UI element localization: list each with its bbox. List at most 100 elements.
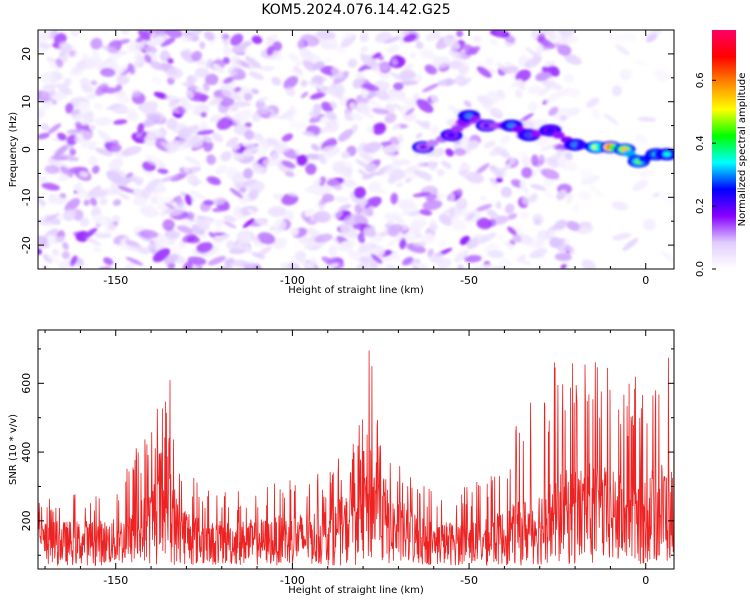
heatmap-cell: [318, 176, 326, 187]
heatmap-cell: [141, 168, 155, 178]
heatmap-cell: [206, 176, 221, 185]
heatmap-cell: [70, 108, 81, 116]
heatmap-cell: [257, 232, 276, 245]
heatmap-cell: [92, 247, 102, 253]
heatmap-cell: [309, 92, 327, 100]
heatmap-cell: [485, 56, 494, 67]
heatmap-cell: [473, 35, 482, 43]
heatmap-x-tick-label: -50: [460, 274, 478, 287]
heatmap-cell: [199, 120, 207, 125]
heatmap-cell: [525, 47, 541, 60]
heatmap-cell: [441, 160, 452, 169]
heatmap-cell: [186, 74, 198, 84]
heatmap-cell: [524, 57, 541, 69]
heatmap-cell: [499, 135, 511, 145]
heatmap-cell: [229, 248, 246, 255]
heatmap-cell: [645, 33, 658, 43]
heatmap-cell: [360, 87, 369, 99]
heatmap-cell: [300, 79, 308, 88]
heatmap-cell: [460, 137, 469, 150]
heatmap-cell: [476, 66, 492, 78]
heatmap-cell: [199, 41, 206, 50]
heatmap-cell: [57, 173, 70, 182]
heatmap-cell: [251, 35, 263, 44]
heatmap-cell: [541, 66, 550, 73]
heatmap-cell: [455, 188, 463, 196]
heatmap-cell: [239, 186, 247, 194]
heatmap-cell: [49, 75, 58, 85]
heatmap-cell: [305, 259, 317, 269]
heatmap-cell: [523, 120, 535, 132]
heatmap-cell: [453, 148, 466, 156]
heatmap-cell: [271, 76, 282, 86]
heatmap-cell: [65, 102, 74, 114]
heatmap-cell: [367, 186, 388, 194]
heatmap-cell: [242, 218, 255, 228]
heatmap-cell: [396, 182, 404, 188]
heatmap-cell: [339, 224, 358, 239]
heatmap-cell: [494, 145, 509, 157]
heatmap-cell: [425, 193, 438, 201]
heatmap-cell: [88, 124, 96, 132]
heatmap-cell: [400, 80, 419, 86]
heatmap-cell: [213, 197, 226, 206]
heatmap-cell: [297, 39, 306, 50]
heatmap-cell: [343, 213, 362, 226]
heatmap-cell: [251, 236, 261, 243]
heatmap-cell: [540, 143, 558, 152]
heatmap-cell: [310, 143, 321, 152]
heatmap-cell: [527, 85, 542, 95]
heatmap-cell: [42, 84, 58, 91]
heatmap-cell: [521, 166, 533, 179]
heatmap-cell: [577, 225, 594, 235]
heatmap-cell: [535, 71, 551, 82]
heatmap-cell: [401, 256, 414, 266]
heatmap-cell: [86, 94, 96, 100]
heatmap-cell: [509, 239, 516, 246]
heatmap-cell: [127, 63, 136, 75]
heatmap-cell: [83, 199, 90, 206]
heatmap-cell: [554, 252, 572, 262]
heatmap-cell: [383, 144, 402, 153]
heatmap-y-tick-label: -10: [20, 188, 33, 206]
heatmap-cell: [578, 190, 592, 201]
colorbar-tick-label: 0.6: [695, 72, 706, 88]
heatmap-cell: [159, 30, 167, 36]
heatmap-cell: [182, 261, 193, 269]
heatmap-cell: [80, 83, 94, 93]
heatmap-cell: [252, 112, 261, 122]
colorbar: [712, 30, 736, 269]
heatmap-cell: [153, 235, 172, 248]
heatmap-cell: [564, 54, 582, 65]
heatmap-cell: [507, 226, 517, 236]
heatmap-cell: [305, 163, 317, 175]
heatmap-cell: [249, 189, 259, 200]
heatmap-cell: [432, 147, 445, 158]
heatmap-cell: [643, 218, 656, 231]
heatmap-cell: [489, 108, 503, 116]
heatmap-cell: [186, 235, 201, 244]
heatmap-cell: [59, 193, 67, 199]
heatmap-cell: [290, 227, 299, 236]
heatmap-cell: [99, 198, 108, 206]
heatmap-cell: [495, 176, 503, 183]
heatmap-cell: [132, 195, 148, 206]
chart-title: KOM5.2024.076.14.42.G25: [261, 2, 451, 18]
heatmap-cell: [391, 30, 410, 36]
ridge-core: [662, 151, 671, 157]
heatmap-cell: [384, 113, 397, 124]
heatmap-cell: [334, 196, 350, 203]
heatmap-cell: [257, 147, 268, 159]
heatmap-cell: [101, 45, 119, 54]
heatmap-cell: [93, 102, 103, 110]
heatmap-cell: [289, 121, 308, 130]
heatmap-cell: [83, 227, 98, 239]
heatmap-cell: [579, 168, 594, 179]
snr-frame: [37, 329, 675, 570]
heatmap-cell: [477, 95, 493, 107]
heatmap-cell: [164, 30, 183, 39]
heatmap-cell: [422, 199, 443, 211]
heatmap-cell: [203, 31, 215, 41]
heatmap-cell: [543, 81, 563, 90]
heatmap-cell: [231, 172, 246, 185]
